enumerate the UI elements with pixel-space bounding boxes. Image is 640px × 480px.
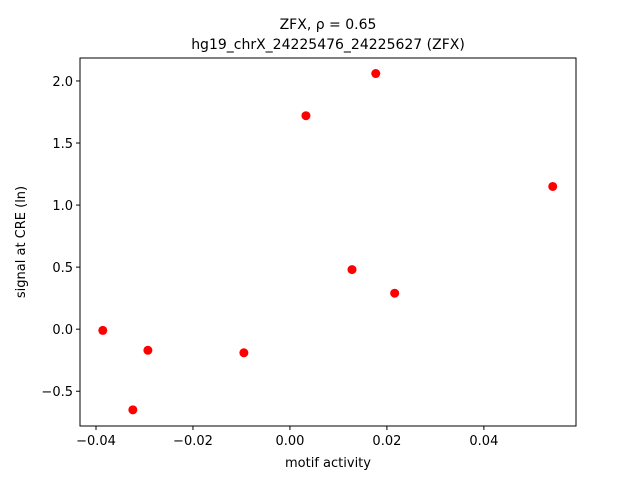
x-tick-label: 0.02 xyxy=(372,434,401,449)
point xyxy=(128,405,138,415)
point xyxy=(548,181,558,191)
point xyxy=(239,348,249,358)
chart-subtitle: hg19_chrX_24225476_24225627 (ZFX) xyxy=(191,37,465,53)
plot-frame xyxy=(79,57,577,427)
x-tick-label: −0.04 xyxy=(76,434,116,449)
point xyxy=(301,111,311,121)
point xyxy=(371,69,381,79)
y-tick-label: 1.0 xyxy=(52,199,73,214)
x-tick-label: 0.04 xyxy=(469,434,498,449)
y-tick-label: 0.5 xyxy=(52,261,73,276)
x-tick-label: −0.02 xyxy=(173,434,213,449)
y-tick-label: 2.0 xyxy=(52,75,73,90)
y-tick-label: −0.5 xyxy=(41,385,73,400)
point xyxy=(143,345,153,355)
point xyxy=(390,288,400,298)
point xyxy=(347,265,357,275)
y-tick-label: 1.5 xyxy=(52,137,73,152)
point xyxy=(98,325,108,335)
y-tick-label: 0.0 xyxy=(52,323,73,338)
y-axis-label: signal at CRE (ln) xyxy=(14,186,29,298)
chart-title: ZFX, ρ = 0.65 xyxy=(280,17,377,33)
x-axis-label: motif activity xyxy=(285,456,371,471)
x-tick-label: 0.00 xyxy=(275,434,304,449)
